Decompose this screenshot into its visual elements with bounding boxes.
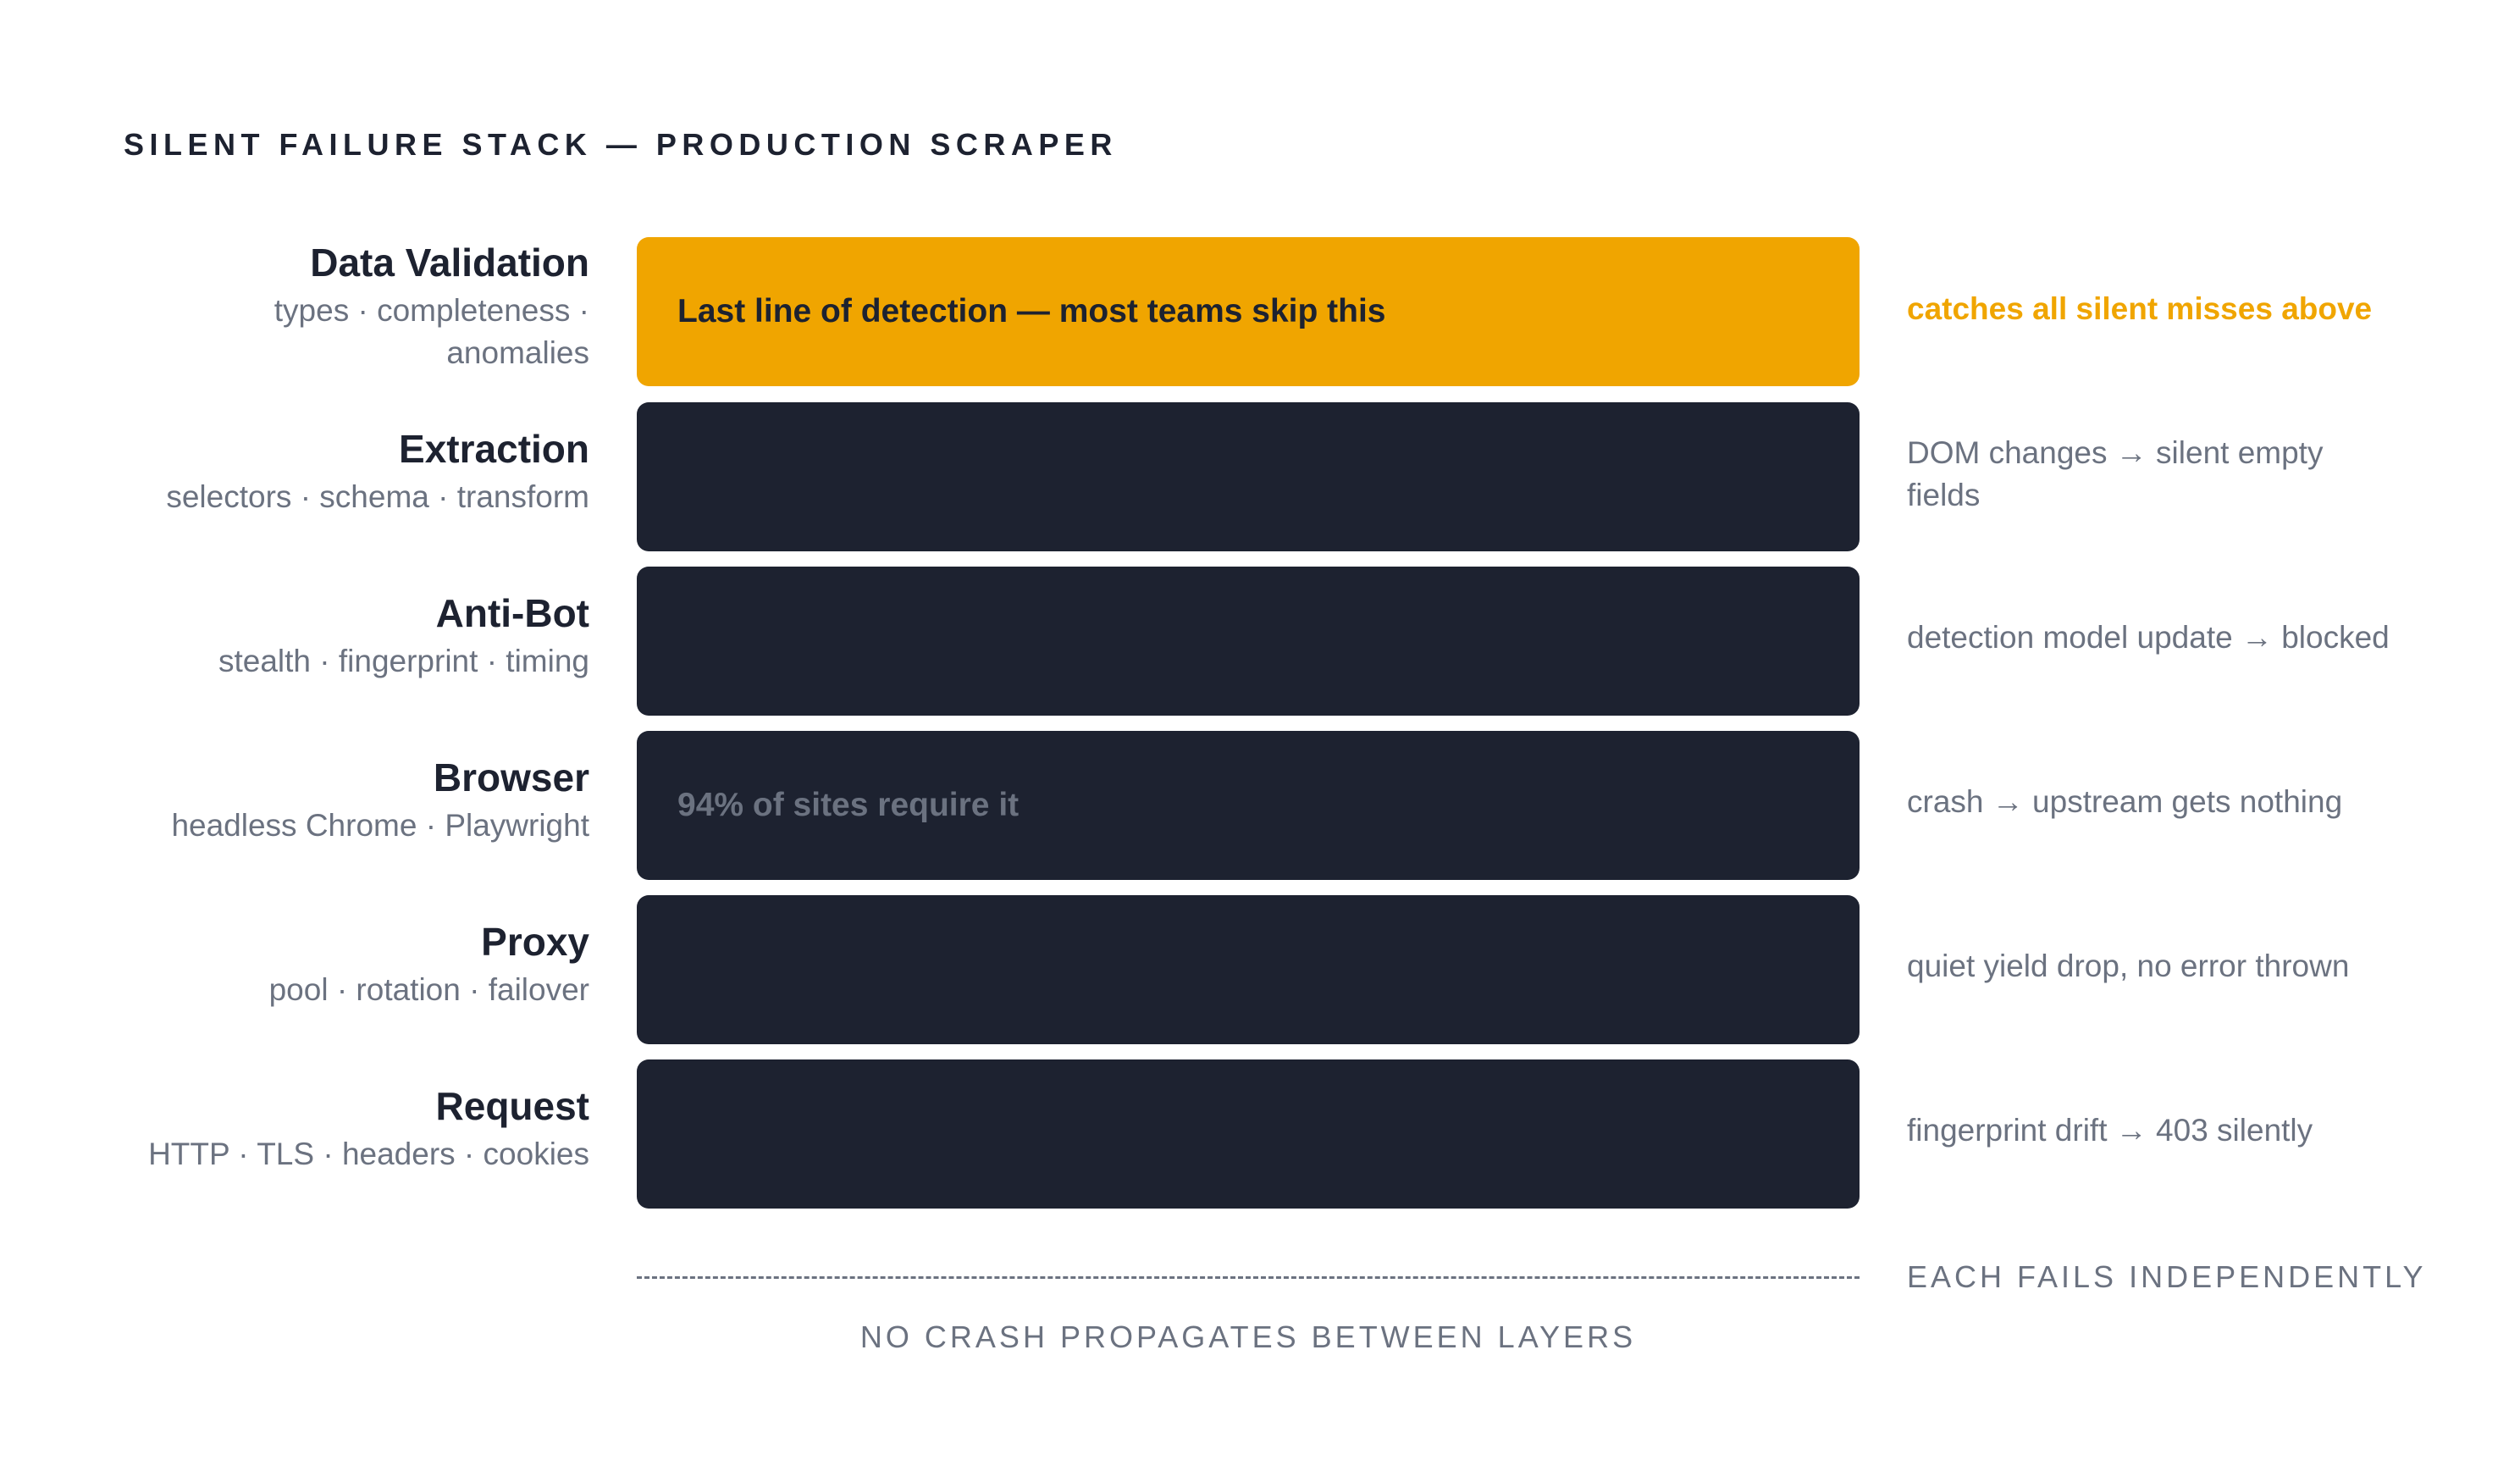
layer-bar-data-validation: Last line of detection — most teams skip… — [637, 237, 1860, 386]
layer-name: Anti-Bot — [435, 591, 589, 635]
layer-note-extraction: DOM changes → silent empty fields — [1907, 432, 2466, 517]
layer-bar-text: Last line of detection — most teams skip… — [677, 293, 1386, 329]
layer-subtitle: headless Chrome · Playwright — [171, 808, 589, 843]
note-line: fields — [1907, 478, 1981, 512]
layer-label-proxy: Proxy pool · rotation · failover — [47, 916, 589, 1011]
layer-subtitle: pool · rotation · failover — [268, 972, 589, 1007]
layer-bar-extraction — [637, 402, 1860, 551]
layer-label-anti-bot: Anti-Bot stealth · fingerprint · timing — [47, 588, 589, 683]
footer-note-independent: EACH FAILS INDEPENDENTLY — [1907, 1259, 2427, 1294]
layer-label-request: Request HTTP · TLS · headers · cookies — [47, 1081, 589, 1176]
layer-name: Extraction — [399, 427, 589, 471]
layer-bar-browser: 94% of sites require it — [637, 731, 1860, 880]
layer-note-anti-bot: detection model update → blocked — [1907, 620, 2390, 655]
layer-subtitle: selectors · schema · transform — [166, 479, 589, 514]
layer-note-browser: crash → upstream gets nothing — [1907, 784, 2343, 819]
layer-subtitle: stealth · fingerprint · timing — [218, 644, 589, 678]
dashed-divider — [637, 1276, 1860, 1279]
note-line: DOM changes → silent empty — [1907, 435, 2324, 470]
layer-subtitle: types · completeness · — [274, 293, 589, 328]
layer-bar-request — [637, 1059, 1860, 1209]
layer-label-extraction: Extraction selectors · schema · transfor… — [47, 423, 589, 518]
layer-subtitle: HTTP · TLS · headers · cookies — [148, 1137, 589, 1171]
layer-name: Browser — [433, 755, 589, 799]
diagram-title: SILENT FAILURE STACK — PRODUCTION SCRAPE… — [124, 127, 1118, 162]
layer-bar-anti-bot — [637, 567, 1860, 716]
layer-label-data-validation: Data Validation types · completeness · a… — [47, 237, 589, 374]
layer-name: Request — [435, 1084, 589, 1128]
layer-note-proxy: quiet yield drop, no error thrown — [1907, 949, 2350, 983]
layer-bar-text: 94% of sites require it — [677, 787, 1020, 823]
layer-bar-proxy — [637, 895, 1860, 1044]
layer-note-request: fingerprint drift → 403 silently — [1907, 1113, 2313, 1148]
layer-name: Proxy — [481, 920, 589, 964]
layer-name: Data Validation — [310, 241, 589, 285]
layer-subtitle-continued: anomalies — [446, 335, 589, 370]
footer-caption: NO CRASH PROPAGATES BETWEEN LAYERS — [859, 1319, 1637, 1354]
layer-note-data-validation: catches all silent misses above — [1907, 291, 2373, 326]
layer-label-browser: Browser headless Chrome · Playwright — [47, 752, 589, 847]
